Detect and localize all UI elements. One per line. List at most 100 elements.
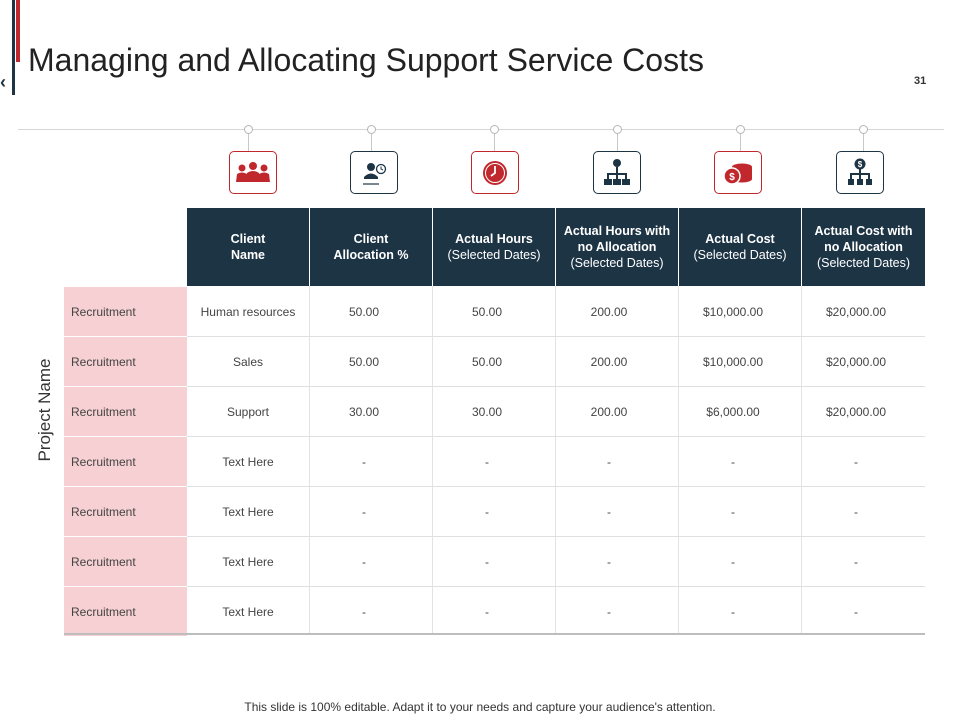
column-divider [432,286,433,634]
table-cell: 200.00 [590,404,628,419]
table-cell: 50.00 [348,304,380,319]
table-cell: - [485,454,489,469]
table-cell: - [854,554,858,569]
accent-bar-dark [12,0,15,95]
table-cell: - [485,604,489,619]
column-divider [678,286,679,634]
table-cell: $20,000.00 [825,304,887,319]
table-cell: - [362,504,366,519]
table-cell: 50.00 [471,354,503,369]
row-label: Recruitment [64,287,187,336]
clock-icon [471,151,519,194]
header-subtitle: (Selected Dates) [570,256,664,270]
connector-dot [859,125,868,134]
table-cell: 50.00 [348,354,380,369]
row-label: Recruitment [64,487,187,536]
table-cell: Text Here [222,554,274,569]
page-number: 31 [914,75,927,87]
header-actual-cost-no-allocation: Actual Cost with no Allocation (Selected… [802,208,925,286]
connector-dot [490,125,499,134]
table-cell: - [607,504,611,519]
row-divider [187,436,925,437]
table-cell: $20,000.00 [825,354,887,369]
table-cell: - [362,554,366,569]
table-cell: Support [226,404,270,419]
header-subtitle: (Selected Dates) [816,256,911,270]
row-label: Recruitment [64,537,187,586]
row-divider [187,336,925,337]
connector-line [371,133,372,151]
org-chart-icon [593,151,641,194]
table-bottom-border [64,633,925,635]
table-cell: $6,000.00 [706,404,760,419]
column-divider [555,286,556,634]
table-cell: 30.00 [348,404,380,419]
table-cell: - [731,504,735,519]
table-cell: - [607,604,611,619]
table-cell: Sales [232,354,264,369]
header-actual-hours: Actual Hours (Selected Dates) [433,208,555,286]
connector-line [494,133,495,151]
table-cell: $10,000.00 [702,354,764,369]
header-actual-cost: Actual Cost (Selected Dates) [679,208,801,286]
table-cell: 200.00 [590,354,628,369]
table-cell: Text Here [222,504,274,519]
row-label: Recruitment [64,387,187,436]
header-title: Actual Cost [705,232,775,246]
table-cell: - [485,504,489,519]
header-client-name: Client Name [187,208,309,286]
connector-dot [367,125,376,134]
header-title: Actual Hours with no Allocation [563,224,671,254]
svg-text:$: $ [729,172,735,183]
table-cell: - [362,454,366,469]
row-label: Recruitment [64,437,187,486]
header-subtitle: (Selected Dates) [447,248,541,262]
back-arrow-icon[interactable]: ‹ [0,72,6,92]
connector-dot [613,125,622,134]
table-cell: - [731,454,735,469]
user-clock-icon [350,151,398,194]
table-cell: Text Here [222,454,274,469]
table-cell: - [854,454,858,469]
table-cell: Human resources [200,304,296,319]
header-title: Client Allocation % [333,232,409,262]
header-subtitle: (Selected Dates) [693,248,787,262]
table-cell: - [362,604,366,619]
header-title: Actual Hours [455,232,533,246]
divider-line [18,129,944,130]
column-divider [309,286,310,634]
connector-line [248,133,249,151]
accent-bar-red [16,0,20,62]
table-cell: - [607,454,611,469]
header-title: Actual Cost with no Allocation [814,224,913,254]
money-hierarchy-icon: $ [836,151,884,194]
connector-line [863,133,864,151]
row-divider [187,586,925,587]
row-label: Recruitment [64,587,187,636]
row-label: Recruitment [64,337,187,386]
page-title: Managing and Allocating Support Service … [28,42,704,78]
table-cell: - [485,554,489,569]
table-cell: - [607,554,611,569]
row-divider [187,536,925,537]
table-cell: - [854,504,858,519]
header-actual-hours-no-allocation: Actual Hours with no Allocation (Selecte… [556,208,678,286]
table-cell: - [731,554,735,569]
coins-icon: $ [714,151,762,194]
connector-line [740,133,741,151]
people-icon [229,151,277,194]
connector-dot [736,125,745,134]
footer-note: This slide is 100% editable. Adapt it to… [244,700,716,714]
column-divider [801,286,802,634]
svg-text:$: $ [858,160,863,169]
table-cell: $20,000.00 [825,404,887,419]
header-client-allocation: Client Allocation % [310,208,432,286]
table-cell: Text Here [222,604,274,619]
table-cell: $10,000.00 [702,304,764,319]
table-cell: 200.00 [590,304,628,319]
row-divider [187,486,925,487]
table-cell: 50.00 [471,304,503,319]
header-title: Client Name [230,232,266,262]
project-name-label: Project Name [35,358,54,462]
table-cell: 30.00 [471,404,503,419]
